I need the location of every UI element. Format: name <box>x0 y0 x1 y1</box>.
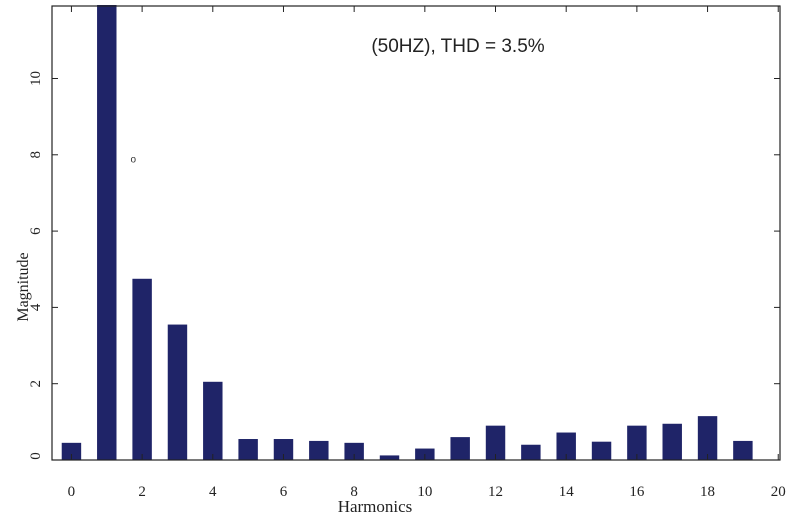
x-tick-label: 2 <box>138 484 146 500</box>
x-tick-label: 8 <box>350 484 358 500</box>
bars-group <box>61 5 753 460</box>
chart-title: (50HZ), THD = 3.5% <box>371 36 544 57</box>
x-tick-label: 6 <box>280 484 288 500</box>
y-tick-label: 2 <box>28 380 44 388</box>
x-tick-label: 18 <box>700 484 715 500</box>
bar-h16 <box>627 425 647 460</box>
bar-h17 <box>662 423 682 460</box>
bar-h5 <box>238 439 258 460</box>
x-tick-label: 12 <box>488 484 503 500</box>
plot-frame <box>51 5 781 461</box>
bar-h0 <box>61 442 82 460</box>
bar-h12 <box>485 425 506 460</box>
bar-h6 <box>273 439 294 460</box>
bar-h15 <box>591 441 612 460</box>
bar-h11 <box>450 437 470 460</box>
x-axis-label: Harmonics <box>338 497 413 516</box>
y-axis-ticks: 0 2 4 6 8 10 <box>28 71 780 461</box>
x-tick-label: 14 <box>559 484 575 500</box>
bar-h9 <box>379 455 400 460</box>
bar-h18 <box>697 416 718 460</box>
bar-h2 <box>132 278 152 460</box>
bar-h14 <box>556 432 576 460</box>
bar-h8 <box>344 442 364 460</box>
bar-h3 <box>167 324 188 460</box>
y-tick-label: 10 <box>28 71 44 86</box>
annotations-group: o <box>131 154 137 165</box>
x-axis-ticks: 0 2 4 6 8 10 12 14 16 18 20 <box>68 6 786 500</box>
x-tick-label: 4 <box>209 484 217 500</box>
x-tick-label: 0 <box>68 484 76 500</box>
annotation-marker: o <box>131 154 137 165</box>
y-axis-label: Magnitude <box>15 252 32 321</box>
bar-h7 <box>309 440 329 460</box>
bar-h13 <box>521 444 541 460</box>
x-tick-label: 10 <box>417 484 432 500</box>
y-tick-label: 8 <box>28 151 44 159</box>
bar-h1 <box>97 5 117 460</box>
x-tick-label: 20 <box>771 484 786 500</box>
bar-h4 <box>203 381 223 460</box>
y-tick-label: 6 <box>28 227 44 235</box>
y-tick-label: 4 <box>28 303 44 311</box>
x-tick-label: 16 <box>629 484 645 500</box>
bar-h19 <box>733 440 753 460</box>
y-tick-label: 0 <box>28 452 44 460</box>
